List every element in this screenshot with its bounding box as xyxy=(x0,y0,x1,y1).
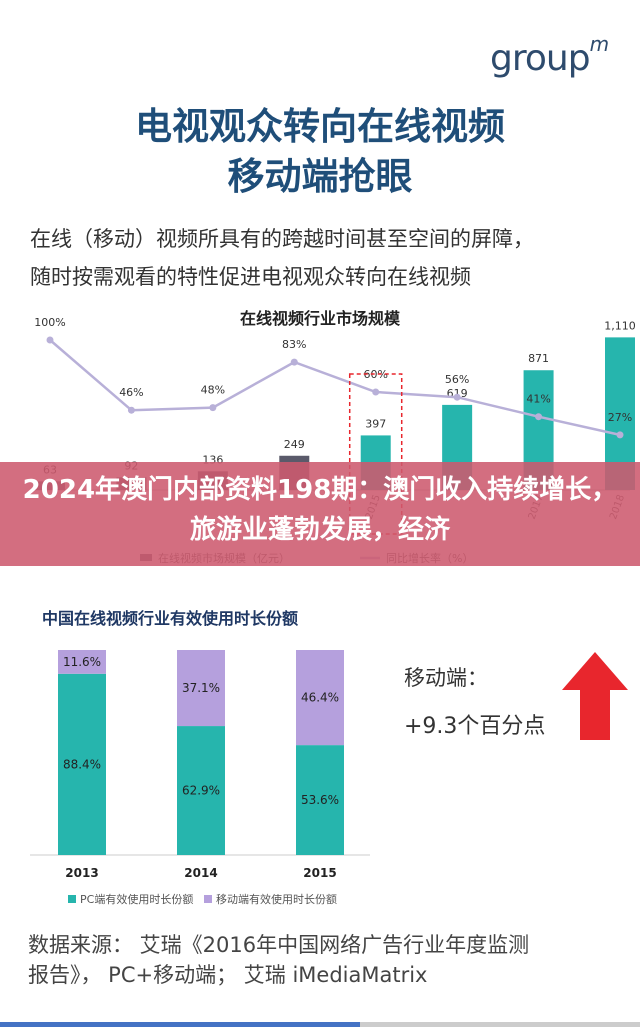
chart2-legend-swatch-mobile xyxy=(204,895,212,903)
bottom-accent-bar-gray xyxy=(360,1022,640,1027)
chart2-title: 中国在线视频行业有效使用时长份额 xyxy=(42,609,298,628)
chart2-bar-mobile xyxy=(177,650,225,727)
headline-text: 2024年澳门内部资料198期：澳门收入持续增长，旅游业蓬勃发展，经济 xyxy=(22,475,618,545)
chart2-x-tick: 2013 xyxy=(65,866,98,880)
chart1-growth-label: 83% xyxy=(282,338,306,351)
source-note: 数据来源： 艾瑞《2016年中国网络广告行业年度监测 报告》， PC+移动端； … xyxy=(28,930,608,990)
chart2-mobile-label: 37.1% xyxy=(182,681,220,695)
chart1-bar-label: 249 xyxy=(284,438,305,451)
chart2-mobile-label: 46.4% xyxy=(301,691,339,705)
chart2-mobile-label: 11.6% xyxy=(63,655,101,669)
chart1-growth-point xyxy=(127,406,135,414)
chart2-legend-mobile: 移动端有效使用时长份额 xyxy=(216,892,337,906)
chart2-bar-pc xyxy=(58,673,106,855)
chart1-growth-label: 60% xyxy=(363,368,387,381)
chart1-title: 在线视频行业市场规模 xyxy=(240,309,401,328)
chart1-growth-label: 48% xyxy=(201,384,225,397)
chart1-growth-line xyxy=(49,339,621,437)
chart1-growth-point xyxy=(209,404,217,412)
subtitle: 在线（移动）视频所具有的跨越时间甚至空间的屏障， 随时按需观看的特性促进电视观众… xyxy=(30,220,620,296)
headline-banner: 2024年澳门内部资料198期：澳门收入持续增长，旅游业蓬勃发展，经济 xyxy=(0,462,640,566)
up-arrow-icon xyxy=(562,652,628,740)
chart2-legend-pc: PC端有效使用时长份额 xyxy=(80,892,193,906)
title-line-1: 电视观众转向在线视频 xyxy=(135,105,505,148)
chart1-growth-point xyxy=(372,388,380,396)
chart1-growth-label: 27% xyxy=(608,411,632,424)
chart1-growth-point xyxy=(290,358,298,366)
chart1-bar-label: 397 xyxy=(365,417,386,430)
chart2-x-tick: 2015 xyxy=(303,866,336,880)
subtitle-line-1: 在线（移动）视频所具有的跨越时间甚至空间的屏障， xyxy=(30,227,534,251)
title-line-2: 移动端抢眼 xyxy=(227,155,413,198)
mobile-callout-value: +9.3个百分点 xyxy=(404,714,546,739)
chart1-growth-point xyxy=(46,336,54,344)
chart1-growth-point xyxy=(535,413,543,421)
chart2-bar-pc xyxy=(177,726,225,855)
chart2-x-tick: 2014 xyxy=(184,866,217,880)
chart1-growth-point xyxy=(453,393,461,401)
chart1-growth-label: 100% xyxy=(34,316,65,329)
source-line-1: 数据来源： 艾瑞《2016年中国网络广告行业年度监测 xyxy=(28,933,530,957)
chart2-bar-pc xyxy=(296,745,344,855)
chart1-growth-label: 41% xyxy=(526,393,550,406)
source-line-2: 报告》， PC+移动端； 艾瑞 iMediaMatrix xyxy=(28,963,428,987)
chart2-pc-label: 88.4% xyxy=(63,757,101,771)
chart1-growth-label: 56% xyxy=(445,373,469,386)
groupm-logo: groupm xyxy=(490,32,609,79)
chart2-pc-label: 53.6% xyxy=(301,793,339,807)
chart1-growth-label: 46% xyxy=(119,386,143,399)
chart2-legend-swatch-pc xyxy=(68,895,76,903)
chart1-growth-point xyxy=(616,431,624,439)
usage-share-chart: 中国在线视频行业有效使用时长份额 88.4% 11.6% 2013 62.9% 37.1%… xyxy=(30,609,370,906)
bottom-accent-bar xyxy=(0,1022,360,1027)
chart2-bar-mobile xyxy=(296,650,344,746)
chart2-bar-mobile xyxy=(58,650,106,674)
chart1-bar-label: 1,110 xyxy=(604,319,636,332)
mobile-callout-label: 移动端： xyxy=(404,666,488,690)
chart2-pc-label: 62.9% xyxy=(182,784,220,798)
subtitle-line-2: 随时按需观看的特性促进电视观众转向在线视频 xyxy=(30,265,471,289)
chart1-bar-label: 871 xyxy=(528,352,549,365)
